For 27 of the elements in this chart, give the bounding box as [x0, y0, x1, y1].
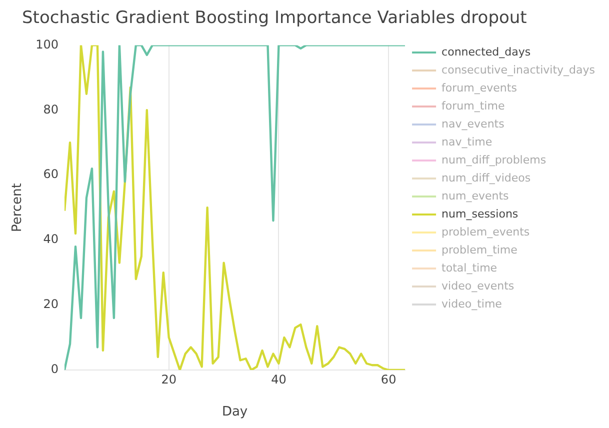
y-axis-title: Percent — [10, 183, 26, 232]
y-tick-label: 20 — [43, 297, 59, 312]
legend-label: num_sessions — [442, 207, 518, 220]
legend-label: total_time — [442, 261, 498, 274]
x-axis-title: Day — [222, 404, 248, 420]
legend-label: problem_time — [442, 243, 518, 256]
legend-label: nav_events — [442, 117, 505, 130]
legend-label: num_diff_videos — [442, 171, 531, 184]
y-tick-label: 0 — [50, 362, 59, 376]
y-tick-label: 40 — [43, 232, 59, 246]
legend-label: forum_time — [442, 99, 505, 112]
y-tick-label: 60 — [43, 167, 59, 182]
legend-label: connected_days — [442, 45, 531, 58]
chart-title: Stochastic Gradient Boosting Importance Variables dropout — [21, 7, 528, 30]
legend-label: video_time — [442, 297, 502, 310]
x-tick-label: 20 — [161, 372, 177, 386]
legend-label: video_events — [442, 279, 514, 292]
y-tick-label: 100 — [36, 37, 59, 52]
legend-label: consecutive_inactivity_days — [442, 63, 596, 76]
x-tick-label: 60 — [380, 372, 396, 386]
legend-label: forum_events — [442, 81, 518, 94]
legend-label: nav_time — [442, 135, 492, 148]
x-tick-label: 40 — [271, 372, 286, 386]
legend-label: problem_events — [442, 225, 530, 238]
legend-label: num_events — [442, 189, 510, 202]
y-tick-label: 80 — [43, 102, 59, 116]
legend-label: num_diff_problems — [442, 153, 546, 166]
